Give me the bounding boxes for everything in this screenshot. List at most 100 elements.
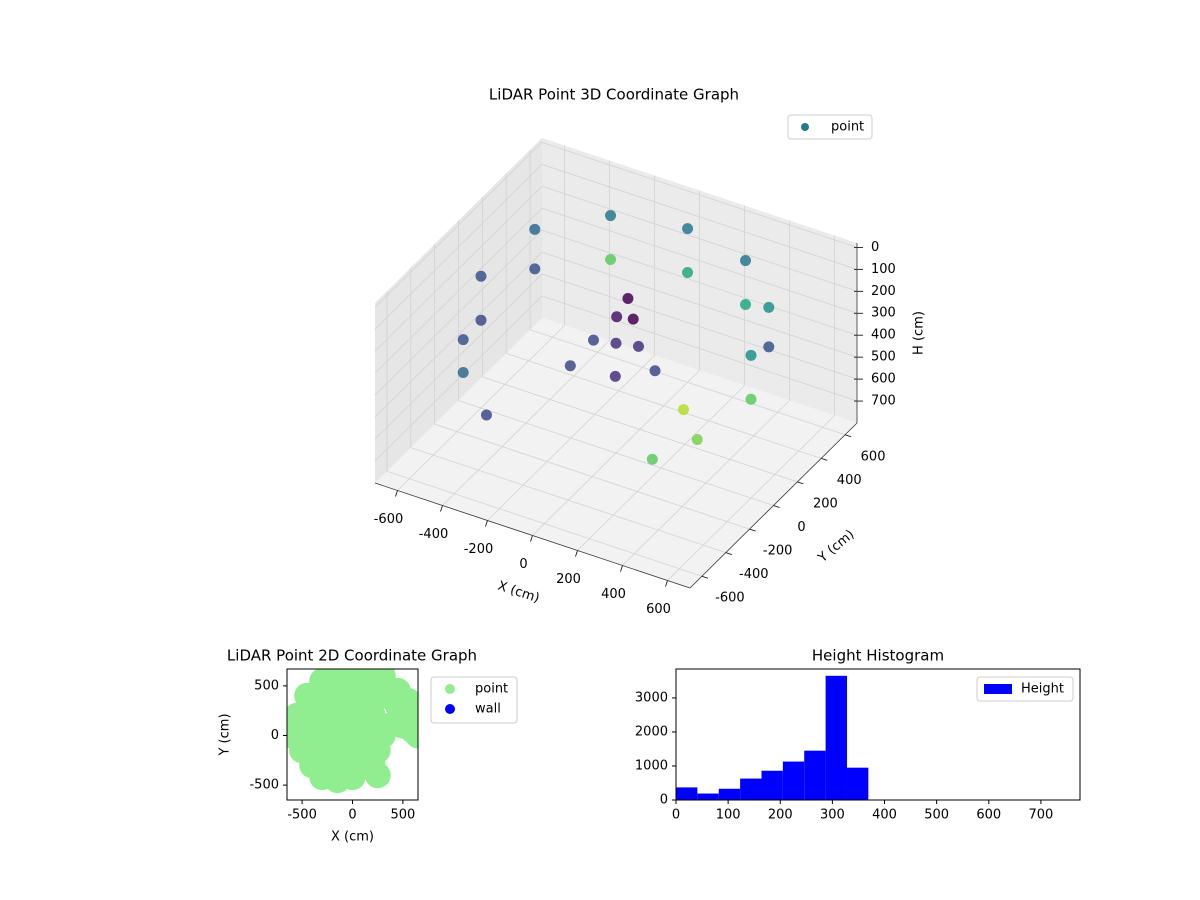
y-tick-label: 1000 — [635, 758, 668, 773]
grid-line — [541, 273, 858, 380]
bar — [740, 778, 762, 800]
grid-line — [374, 207, 543, 374]
grid-line — [434, 423, 750, 530]
y-tick-label: -500 — [249, 778, 279, 793]
grid-line — [458, 400, 774, 506]
point — [740, 255, 752, 267]
x-tick-label: 200 — [556, 572, 581, 587]
y-tick-label: 0 — [797, 520, 805, 535]
z-tick-label: 200 — [871, 284, 896, 299]
point — [649, 365, 661, 377]
point — [745, 393, 757, 405]
legend-label: wall — [475, 702, 501, 717]
tick-mark — [440, 505, 443, 512]
point — [622, 293, 634, 305]
y-axis-label: Y (cm) — [815, 527, 858, 566]
axis-line — [374, 482, 691, 589]
z-tick-label: 300 — [871, 306, 896, 321]
z-tick-label: 100 — [871, 262, 896, 277]
point — [627, 313, 639, 325]
x-tick-label: 400 — [872, 808, 897, 823]
x-tick-label: 0 — [348, 808, 356, 823]
chart-title: LiDAR Point 2D Coordinate Graph — [227, 647, 477, 665]
point — [480, 409, 492, 421]
point — [405, 707, 418, 734]
grid-line — [374, 164, 543, 330]
x-tick-label: -400 — [419, 527, 449, 542]
point — [646, 453, 658, 465]
point — [740, 298, 752, 310]
legend-label: point — [475, 682, 508, 697]
tick-mark — [575, 550, 578, 557]
tick-mark — [749, 528, 756, 532]
point — [691, 434, 703, 446]
point — [605, 210, 617, 222]
tick-mark — [773, 505, 780, 508]
point — [339, 764, 366, 791]
grid-line — [374, 273, 543, 440]
point — [682, 267, 694, 279]
grid-line — [386, 470, 703, 577]
x-tick-label: 400 — [601, 587, 626, 602]
y-tick-label: 2000 — [635, 724, 668, 739]
point — [457, 367, 469, 379]
x-tick-label: -200 — [464, 542, 494, 557]
x-tick-label: 0 — [519, 557, 527, 572]
legend-marker — [445, 704, 455, 714]
x-tick-label: 200 — [768, 808, 793, 823]
point — [763, 301, 775, 313]
legend-marker — [445, 684, 455, 694]
grid-line — [374, 295, 543, 462]
point — [475, 270, 487, 282]
x-tick-label: 600 — [976, 808, 1001, 823]
tick-mark — [530, 535, 533, 542]
tick-mark — [844, 434, 852, 438]
grid-line — [541, 207, 858, 314]
point — [564, 360, 576, 372]
tick-mark — [701, 575, 709, 579]
z-tick-label: 600 — [871, 372, 896, 387]
bar — [782, 761, 805, 800]
grid-line — [541, 142, 858, 248]
point — [588, 334, 599, 346]
grid-line — [410, 447, 726, 554]
x-tick-label: -600 — [374, 512, 404, 527]
grid-line — [541, 295, 858, 402]
x-tick-label: 600 — [646, 602, 671, 617]
point — [609, 370, 621, 382]
grid-line — [541, 229, 858, 336]
bar — [697, 793, 719, 800]
grid-line — [374, 229, 543, 396]
tick-mark — [665, 580, 668, 587]
point — [745, 349, 757, 361]
grid-line — [541, 163, 858, 270]
point — [682, 223, 694, 235]
y-tick-label: -400 — [739, 567, 769, 582]
z-tick-label: 500 — [871, 350, 896, 365]
grid-line — [482, 376, 798, 483]
tick-mark — [797, 481, 804, 485]
x-tick-label: -500 — [287, 808, 317, 823]
axes-frame — [675, 668, 1081, 801]
grid-line — [541, 185, 858, 292]
z-tick-label: 400 — [871, 328, 896, 343]
x-axis-label: X (cm) — [496, 579, 542, 607]
x-tick-label: 300 — [820, 808, 845, 823]
y-tick-label: 600 — [861, 449, 886, 464]
grid-line — [374, 142, 543, 308]
point — [384, 692, 411, 719]
tick-mark — [725, 552, 732, 556]
bar — [825, 675, 847, 800]
bar — [804, 750, 826, 800]
tick-mark — [821, 457, 828, 461]
legend-label: point — [831, 120, 864, 135]
x-axis-label: X (cm) — [331, 830, 374, 845]
legend-box — [787, 114, 873, 140]
chart-title: LiDAR Point 3D Coordinate Graph — [489, 86, 739, 104]
point — [457, 334, 469, 346]
y-tick-label: 400 — [837, 473, 862, 488]
axis-line — [689, 422, 858, 589]
point — [678, 404, 689, 416]
legend-marker — [801, 123, 809, 131]
